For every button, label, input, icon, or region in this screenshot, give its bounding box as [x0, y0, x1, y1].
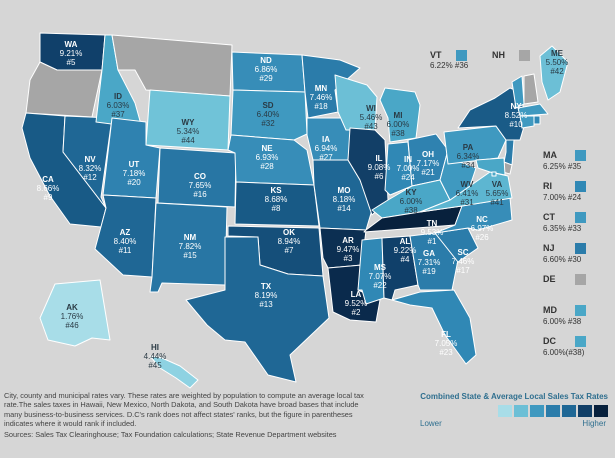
callout-code: MA: [543, 150, 557, 160]
state-nd: [231, 51, 306, 93]
state-wy: [145, 89, 231, 151]
state-tx: [185, 236, 330, 383]
state-ks: [234, 181, 320, 227]
state-hi: [149, 355, 199, 389]
callout-swatch: [575, 336, 586, 347]
callout-swatch: [575, 181, 586, 192]
callout-value: 6.00%(#38): [543, 348, 585, 357]
legend: Combined State & Average Local Sales Tax…: [412, 392, 608, 433]
state-fl: [391, 289, 477, 365]
sources-text: Sources: Sales Tax Clearinghouse; Tax Fo…: [4, 430, 337, 440]
state-ny: [457, 87, 527, 141]
state-mt: [111, 34, 233, 97]
nh-swatch: [519, 50, 531, 62]
callout-code: MD: [543, 305, 557, 315]
nh-code: NH: [492, 50, 505, 60]
state-ri: [533, 115, 541, 125]
state-az: [94, 194, 157, 278]
legend-swatch-2: [514, 405, 528, 417]
callout-code: DE: [543, 274, 556, 284]
state-or: [25, 61, 103, 118]
callout-value: 6.35% #33: [543, 224, 582, 233]
callout-code: RI: [543, 181, 552, 191]
callout-swatch: [575, 274, 586, 285]
callout-de: DE: [543, 274, 601, 300]
state-co: [157, 147, 237, 208]
state-sd: [230, 89, 308, 141]
state-nm: [149, 202, 228, 293]
callout-nj: NJ 6.60% #30: [543, 243, 601, 269]
vt-value: 6.22% #36: [430, 61, 469, 71]
callout-code: NJ: [543, 243, 555, 253]
nh-callout: NH: [492, 50, 531, 62]
callout-value: 6.00% #38: [543, 317, 582, 326]
callout-dc: DC 6.00%(#38): [543, 336, 601, 362]
state-md: [475, 157, 506, 176]
callout-swatch: [575, 150, 586, 161]
vt-callout: VT 6.22% #36: [430, 50, 468, 70]
callout-ma: MA 6.25% #35: [543, 150, 601, 176]
legend-swatch-3: [530, 405, 544, 417]
legend-swatches: [412, 405, 608, 417]
state-ma: [517, 103, 549, 117]
vt-code: VT: [430, 50, 442, 60]
state-ct: [519, 115, 535, 129]
callout-swatch: [575, 212, 586, 223]
callout-value: 7.00% #24: [543, 193, 582, 202]
state-nh: [523, 73, 539, 105]
state-nj: [503, 139, 515, 166]
state-ar: [319, 227, 367, 269]
callout-swatch: [575, 305, 586, 316]
state-ne: [227, 134, 315, 186]
state-mn: [301, 54, 361, 119]
state-wa: [39, 32, 106, 71]
legend-swatch-7: [594, 405, 608, 417]
legend-swatch-5: [562, 405, 576, 417]
state-in: [384, 141, 413, 196]
callout-ri: RI 7.00% #24: [543, 181, 601, 207]
callout-md: MD 6.00% #38: [543, 305, 601, 331]
legend-high-label: Higher: [582, 419, 606, 428]
footnote-text: City, county and municipal rates vary. T…: [4, 391, 364, 428]
callout-code: CT: [543, 212, 555, 222]
callout-ct: CT 6.35% #33: [543, 212, 601, 238]
state-ak: [39, 279, 111, 347]
legend-low-label: Lower: [420, 419, 442, 428]
callout-swatch: [575, 243, 586, 254]
state-mi: [379, 87, 421, 143]
legend-title: Combined State & Average Local Sales Tax…: [420, 392, 608, 401]
callout-code: DC: [543, 336, 556, 346]
callout-value: 6.25% #35: [543, 162, 582, 171]
legend-swatch-1: [498, 405, 512, 417]
state-pa: [443, 125, 507, 165]
state-me: [539, 45, 569, 101]
legend-swatch-4: [546, 405, 560, 417]
callout-value: 6.60% #30: [543, 255, 582, 264]
footnote: City, county and municipal rates vary. T…: [4, 391, 369, 441]
state-dc: [491, 171, 497, 177]
vt-swatch: [455, 50, 467, 62]
legend-swatch-6: [578, 405, 592, 417]
